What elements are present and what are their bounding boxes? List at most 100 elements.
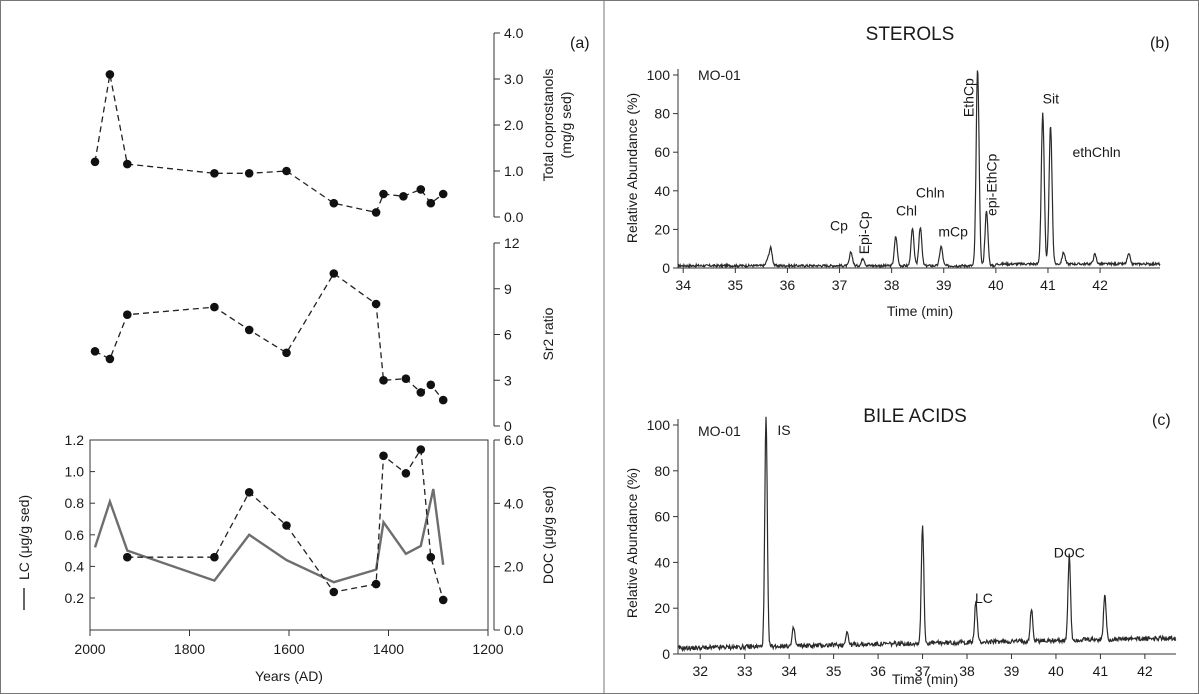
panel-b-tag: (b) <box>1150 35 1170 52</box>
b-peak-label: Chln <box>916 184 945 200</box>
coprostanols-y-tick-label: 4.0 <box>504 25 524 41</box>
doc-series-point <box>416 445 426 454</box>
c-peak-label: IS <box>777 422 790 438</box>
b-y-tick-label: 60 <box>654 144 670 160</box>
years-x-tick-label: 2000 <box>74 641 105 657</box>
doc-series-point <box>379 451 388 461</box>
c-x-tick-label: 42 <box>1137 663 1153 679</box>
coprostanols-ylabel-line: Total coprostanols <box>540 69 556 182</box>
b-y-tick-label: 40 <box>654 183 670 199</box>
sr2-series-point <box>90 347 100 356</box>
b-y-tick-label: 100 <box>647 67 671 83</box>
subplot-sr2-ratio: 0 3 6 9 12 Sr2 ratio <box>90 235 556 434</box>
c-y-tick-label: 100 <box>647 417 671 433</box>
c-x-tick-label: 32 <box>692 663 708 679</box>
doc-series-point <box>438 595 448 605</box>
sr2-series-point <box>438 395 448 405</box>
sr2-series-point <box>379 376 388 385</box>
years-xlabel: Years (AD) <box>255 668 323 684</box>
c-y-tick-label: 20 <box>654 600 670 616</box>
panel-b-title: STEROLS <box>866 24 955 45</box>
b-peak-label: EthCp <box>961 78 977 117</box>
b-peak-label: Epi-Cp <box>856 211 872 254</box>
doc-ylabel: DOC (μg/g sed) <box>540 486 556 584</box>
sr2-y-tick-label: 3 <box>504 372 512 388</box>
b-trace <box>677 70 1161 270</box>
sr2-series-point <box>329 269 339 278</box>
doc-series-point <box>244 488 254 497</box>
b-y-tick-label: 0 <box>662 260 670 276</box>
c-y-tick-label: 40 <box>654 554 670 570</box>
sr2-series-point <box>282 348 291 358</box>
b-peak-label: ethChln <box>1072 144 1120 160</box>
coprostanols-ylabel-line: (mg/g sed) <box>558 92 574 159</box>
lc-y-tick-label: 0.8 <box>65 495 85 511</box>
b-x-tick-label: 38 <box>884 277 900 293</box>
b-peak-label: epi-EthCp <box>984 154 1000 216</box>
panel-a-tag: (a) <box>570 35 590 52</box>
doc-series-point <box>426 552 436 562</box>
panel-b-sterols: STEROLS (b) MO-01 Time (min) Relative Ab… <box>624 24 1170 319</box>
c-x-tick-label: 33 <box>737 663 753 679</box>
coprostanols-series-point <box>426 198 436 208</box>
coprostanols-ylabel: Total coprostanols (mg/g sed) <box>540 69 574 182</box>
sr2-series-point <box>416 388 426 397</box>
lc-y-tick-label: 0.4 <box>65 558 85 574</box>
sr2-series-point <box>426 380 436 390</box>
c-x-tick-label: 36 <box>870 663 886 679</box>
panel-c-bile-acids: BILE ACIDS (c) MO-01 Time (min) Relative… <box>624 406 1177 687</box>
b-x-tick-label: 37 <box>832 277 848 293</box>
c-peak-label: DOC <box>1054 544 1085 560</box>
b-x-tick-label: 39 <box>936 277 952 293</box>
coprostanols-y-tick-label: 3.0 <box>504 71 524 87</box>
sr2-series-point <box>123 310 132 320</box>
c-x-tick-label: 35 <box>826 663 842 679</box>
coprostanols-series-point <box>379 189 388 199</box>
b-y-tick-label: 80 <box>654 106 670 122</box>
coprostanols-series-point <box>416 185 426 194</box>
b-peak-label: Chl <box>896 202 917 218</box>
coprostanols-y-tick-label: 1.0 <box>504 163 524 179</box>
b-peak-label: Cp <box>830 218 848 234</box>
c-x-tick-label: 34 <box>781 663 797 679</box>
panel-b-sample: MO-01 <box>698 67 741 83</box>
subplot-lc-doc: 0.2 0.4 0.6 0.8 1.0 1.2 0.0 2.0 4.0 6.0 2000 1800 16… <box>16 432 556 684</box>
b-x-tick-label: 34 <box>675 277 691 293</box>
panel-b-ylabel: Relative Abundance (%) <box>624 93 640 243</box>
c-y-tick-label: 0 <box>662 646 670 662</box>
lc-y-tick-label: 0.2 <box>65 590 85 606</box>
coprostanols-series-point <box>90 157 100 167</box>
b-x-tick-label: 41 <box>1040 277 1056 293</box>
coprostanols-series-point <box>210 169 219 178</box>
panel-c-xlabel: Time (min) <box>892 671 958 687</box>
panel-c-tag: (c) <box>1152 412 1171 429</box>
b-x-tick-label: 36 <box>780 277 796 293</box>
c-x-tick-label: 39 <box>1004 663 1020 679</box>
doc-y-tick-label: 4.0 <box>504 495 524 511</box>
coprostanols-y-tick-label: 2.0 <box>504 117 524 133</box>
c-y-tick-label: 60 <box>654 509 670 525</box>
coprostanols-series-point <box>438 189 448 199</box>
sr2-y-tick-label: 6 <box>504 327 512 343</box>
b-y-tick-label: 20 <box>654 221 670 237</box>
b-x-tick-label: 35 <box>728 277 744 293</box>
lc-y-tick-label: 0.6 <box>65 527 85 543</box>
sr2-y-tick-label: 12 <box>504 235 520 251</box>
panel-b-xlabel: Time (min) <box>887 303 953 319</box>
panel-c-sample: MO-01 <box>698 423 741 439</box>
doc-series-point <box>210 552 219 562</box>
sr2-series-point <box>244 325 254 335</box>
coprostanols-series-point <box>329 198 339 208</box>
panel-c-plot: 0 20 40 60 80 100 32 33 34 35 36 37 38 39 40 41 42 IS LC DO… <box>647 416 1177 679</box>
coprostanols-series-point <box>105 70 115 79</box>
b-peak-label: Sit <box>1043 91 1059 107</box>
doc-y-tick-label: 6.0 <box>504 432 524 448</box>
doc-series-point <box>371 579 381 589</box>
b-x-tick-label: 42 <box>1092 277 1108 293</box>
b-x-tick-label: 40 <box>988 277 1004 293</box>
subplot-coprostanols: 0.0 1.0 2.0 3.0 4.0 Total coprostanols (mg/g s… <box>90 25 574 225</box>
sr2-y-tick-label: 0 <box>504 418 512 434</box>
coprostanols-series-point <box>371 208 381 217</box>
